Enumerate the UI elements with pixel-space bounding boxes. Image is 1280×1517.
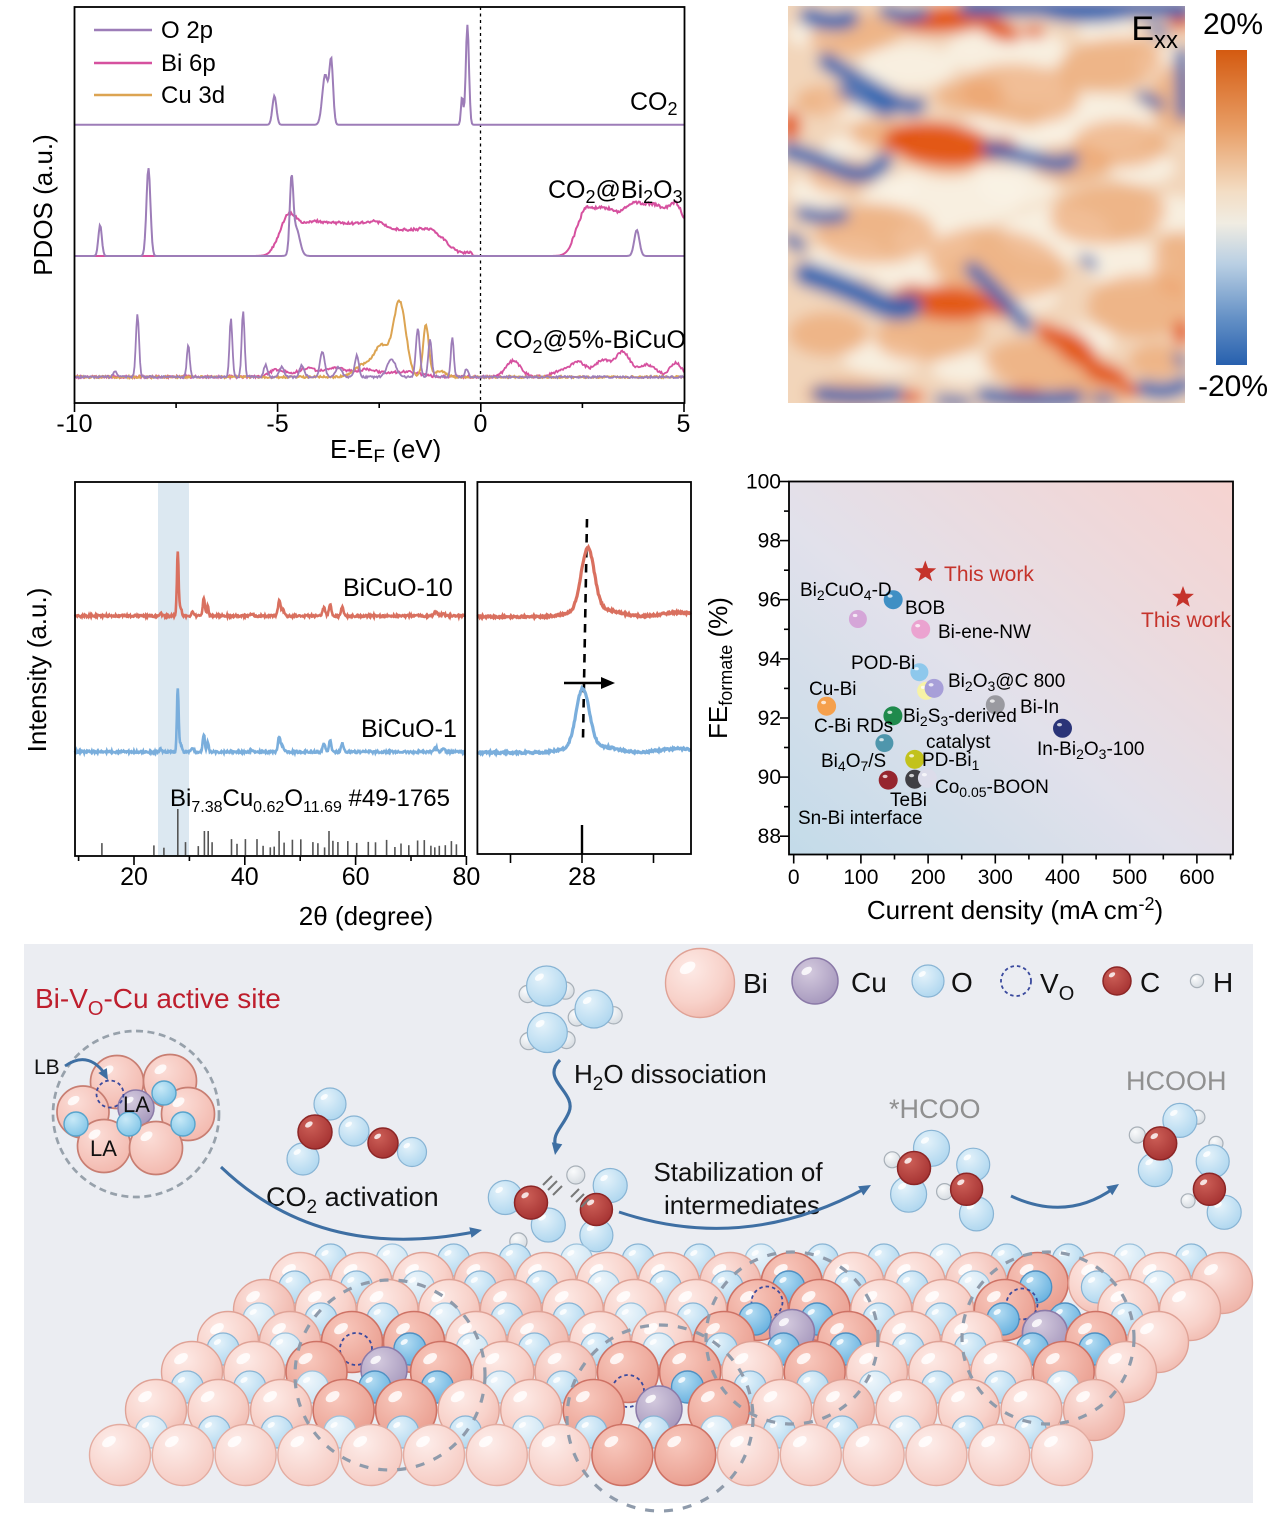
svg-text:BOB: BOB bbox=[905, 598, 945, 619]
svg-text:Co0.05-BOON: Co0.05-BOON bbox=[935, 777, 1049, 800]
svg-text:200: 200 bbox=[911, 866, 946, 889]
svg-text:40: 40 bbox=[231, 863, 259, 891]
svg-text:Stabilization of: Stabilization of bbox=[653, 1157, 823, 1187]
svg-text:HCOOH: HCOOH bbox=[1126, 1066, 1227, 1096]
svg-text:TeBi: TeBi bbox=[890, 790, 927, 811]
svg-text:This work: This work bbox=[944, 563, 1034, 586]
svg-text:CO2@5%-BiCuO: CO2@5%-BiCuO bbox=[495, 326, 686, 357]
svg-text:Current density (mA cm-2): Current density (mA cm-2) bbox=[867, 894, 1163, 925]
svg-text:88: 88 bbox=[758, 825, 781, 848]
svg-text:Bi7.38Cu0.62O11.69 #49-1765: Bi7.38Cu0.62O11.69 #49-1765 bbox=[170, 785, 450, 816]
svg-text:100: 100 bbox=[843, 866, 878, 889]
svg-text:0: 0 bbox=[788, 866, 800, 889]
svg-text:E-EF (eV): E-EF (eV) bbox=[330, 434, 441, 462]
svg-text:Cu: Cu bbox=[851, 967, 887, 998]
svg-text:2θ (degree): 2θ (degree) bbox=[299, 901, 433, 931]
svg-text:98: 98 bbox=[758, 530, 781, 553]
svg-text:28: 28 bbox=[568, 863, 596, 891]
svg-text:CO2: CO2 bbox=[630, 88, 678, 119]
svg-text:C: C bbox=[1140, 967, 1160, 998]
svg-text:-5: -5 bbox=[266, 410, 288, 438]
svg-text:90: 90 bbox=[758, 766, 781, 789]
svg-text:20%: 20% bbox=[1203, 8, 1263, 41]
svg-text:Sn-Bi interface: Sn-Bi interface bbox=[798, 808, 923, 829]
svg-text:PDOS (a.u.): PDOS (a.u.) bbox=[28, 134, 58, 276]
svg-text:Bi4O7/S: Bi4O7/S bbox=[821, 751, 886, 774]
svg-text:100: 100 bbox=[746, 471, 781, 494]
svg-text:94: 94 bbox=[758, 648, 782, 671]
svg-text:400: 400 bbox=[1045, 866, 1080, 889]
svg-text:Cu 3d: Cu 3d bbox=[161, 82, 225, 109]
svg-text:300: 300 bbox=[978, 866, 1013, 889]
svg-text:-10: -10 bbox=[56, 410, 92, 438]
svg-text:FEformate (%): FEformate (%) bbox=[703, 597, 736, 739]
svg-text:92: 92 bbox=[758, 707, 781, 730]
svg-text:500: 500 bbox=[1112, 866, 1147, 889]
svg-text:Bi2S3-derived: Bi2S3-derived bbox=[903, 706, 1017, 729]
svg-text:PD-Bi1: PD-Bi1 bbox=[922, 750, 980, 773]
svg-text:LB: LB bbox=[34, 1056, 60, 1079]
svg-text:LA: LA bbox=[90, 1136, 117, 1161]
svg-text:Bi: Bi bbox=[743, 968, 768, 999]
svg-text:80: 80 bbox=[452, 863, 480, 891]
svg-text:0: 0 bbox=[474, 410, 488, 438]
svg-text:POD-Bi: POD-Bi bbox=[851, 653, 915, 674]
svg-text:O 2p: O 2p bbox=[161, 17, 213, 44]
svg-text:CO2@Bi2O3: CO2@Bi2O3 bbox=[548, 176, 683, 207]
svg-text:Bi2CuO4-D: Bi2CuO4-D bbox=[800, 580, 892, 603]
svg-text:This work: This work bbox=[1141, 609, 1231, 632]
svg-text:60: 60 bbox=[342, 863, 370, 891]
svg-text:H: H bbox=[1213, 967, 1233, 998]
svg-text:catalyst: catalyst bbox=[926, 732, 991, 753]
svg-text:600: 600 bbox=[1179, 866, 1214, 889]
svg-text:-20%: -20% bbox=[1198, 370, 1268, 403]
svg-text:BiCuO-10: BiCuO-10 bbox=[343, 574, 453, 602]
svg-text:Cu-Bi: Cu-Bi bbox=[809, 679, 857, 700]
svg-text:C-Bi RDs: C-Bi RDs bbox=[814, 716, 893, 737]
svg-text:In-Bi2O3-100: In-Bi2O3-100 bbox=[1037, 739, 1144, 762]
svg-text:*HCOO: *HCOO bbox=[889, 1094, 981, 1124]
svg-text:Bi-ene-NW: Bi-ene-NW bbox=[938, 622, 1031, 643]
svg-text:Bi-VO-Cu active site: Bi-VO-Cu active site bbox=[35, 983, 281, 1020]
svg-text:LA: LA bbox=[123, 1092, 150, 1117]
svg-text:Bi-In: Bi-In bbox=[1020, 697, 1059, 718]
svg-text:O: O bbox=[951, 967, 973, 998]
svg-text:5: 5 bbox=[677, 410, 691, 438]
svg-text:intermediates: intermediates bbox=[664, 1190, 820, 1220]
svg-text:20: 20 bbox=[120, 863, 148, 891]
svg-text:Bi 6p: Bi 6p bbox=[161, 50, 216, 77]
svg-text:Intensity (a.u.): Intensity (a.u.) bbox=[22, 588, 52, 753]
svg-text:BiCuO-1: BiCuO-1 bbox=[361, 715, 457, 743]
svg-text:96: 96 bbox=[758, 589, 781, 612]
svg-text:Bi2O3@C 800: Bi2O3@C 800 bbox=[948, 671, 1065, 694]
